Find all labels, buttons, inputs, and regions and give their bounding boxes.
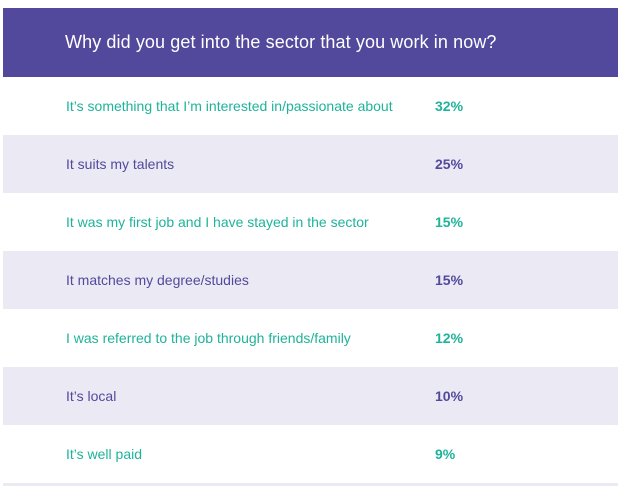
row-value: 12% bbox=[435, 330, 464, 346]
row-label: It’s local bbox=[66, 388, 117, 404]
table-body: It’s something that I’m interested in/pa… bbox=[3, 77, 618, 483]
row-value: 15% bbox=[435, 272, 464, 288]
table-row: It’s well paid 9% bbox=[3, 425, 618, 483]
row-value: 32% bbox=[435, 98, 464, 114]
table-row: It’s local 10% bbox=[3, 367, 618, 425]
row-label: It’s something that I’m interested in/pa… bbox=[66, 98, 393, 114]
row-value: 25% bbox=[435, 156, 464, 172]
row-label: It suits my talents bbox=[66, 156, 175, 172]
row-value: 15% bbox=[435, 214, 464, 230]
row-label: It’s well paid bbox=[66, 446, 143, 462]
bottom-divider bbox=[3, 483, 618, 486]
table-row: It suits my talents 25% bbox=[3, 135, 618, 193]
survey-table: Why did you get into the sector that you… bbox=[3, 8, 618, 486]
row-label: I was referred to the job through friend… bbox=[66, 330, 351, 346]
row-value: 10% bbox=[435, 388, 464, 404]
table-row: It was my first job and I have stayed in… bbox=[3, 193, 618, 251]
row-label: It was my first job and I have stayed in… bbox=[66, 214, 369, 230]
table-row: It matches my degree/studies 15% bbox=[3, 251, 618, 309]
table-row: I was referred to the job through friend… bbox=[3, 309, 618, 367]
table-header: Why did you get into the sector that you… bbox=[3, 8, 618, 77]
table-row: It’s something that I’m interested in/pa… bbox=[3, 77, 618, 135]
table-title: Why did you get into the sector that you… bbox=[65, 32, 497, 52]
row-value: 9% bbox=[435, 446, 456, 462]
row-label: It matches my degree/studies bbox=[66, 272, 249, 288]
